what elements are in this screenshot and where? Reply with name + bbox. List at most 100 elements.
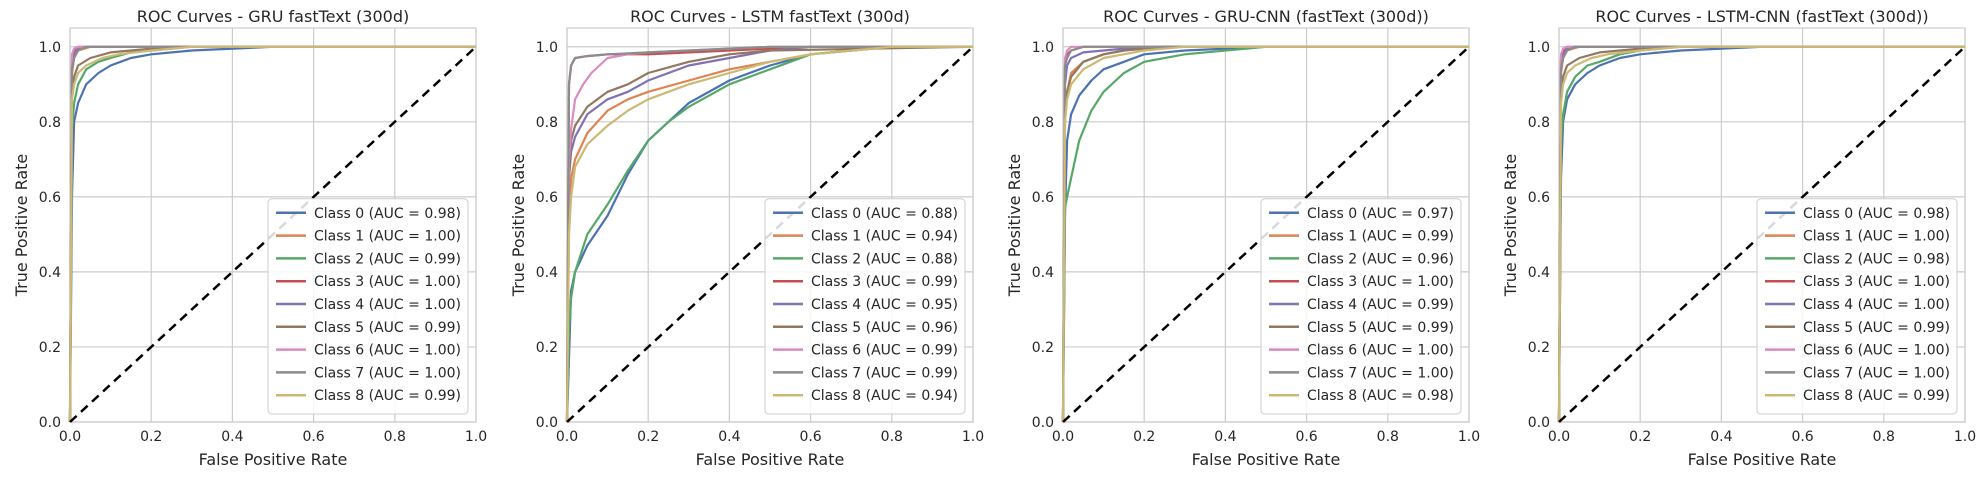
legend-label-class-5: Class 5 (AUC = 0.99) [314, 320, 461, 336]
y-tick-label: 1.0 [1032, 40, 1054, 56]
x-tick-label: 0.2 [1133, 429, 1155, 445]
legend-label-class-5: Class 5 (AUC = 0.96) [811, 320, 958, 336]
y-tick-label: 0.6 [39, 190, 61, 206]
legend: Class 0 (AUC = 0.88) Class 1 (AUC = 0.94)… [764, 198, 966, 415]
legend-label-class-7: Class 7 (AUC = 0.99) [811, 365, 958, 381]
y-tick-label: 0.0 [1528, 415, 1550, 431]
x-tick-label: 0.2 [140, 429, 162, 445]
y-tick-label: 1.0 [536, 40, 558, 56]
legend-label-class-6: Class 6 (AUC = 0.99) [811, 343, 958, 359]
y-tick-label: 0.0 [39, 415, 61, 431]
x-tick-label: 0.0 [1548, 429, 1570, 445]
legend-label-class-4: Class 4 (AUC = 0.95) [811, 297, 958, 313]
roc-curve-class-8 [1061, 45, 1469, 423]
x-tick-label: 0.8 [384, 429, 406, 445]
roc-curve-class-8 [1557, 45, 1965, 423]
y-tick-label: 0.8 [1032, 115, 1054, 131]
legend-box [1260, 198, 1462, 415]
legend-label-class-7: Class 7 (AUC = 1.00) [314, 365, 461, 381]
legend-label-class-6: Class 6 (AUC = 1.00) [1307, 343, 1454, 359]
x-axis-label: False Positive Rate [199, 450, 348, 469]
legend: Class 0 (AUC = 0.97) Class 1 (AUC = 0.99)… [1260, 198, 1462, 415]
legend-label-class-3: Class 3 (AUC = 1.00) [1307, 274, 1454, 290]
chart-panel-3: 0.0 0.2 0.4 0.6 0.8 1.0 0.0 0.2 0.4 0.6 0.8 1.0 Fals… [1501, 7, 1976, 469]
x-tick-label: 1.0 [962, 429, 984, 445]
legend-label-class-7: Class 7 (AUC = 1.00) [1803, 365, 1950, 381]
legend-label-class-8: Class 8 (AUC = 0.99) [1803, 388, 1950, 404]
x-tick-label: 1.0 [1458, 429, 1480, 445]
x-tick-label: 0.4 [1710, 429, 1732, 445]
y-tick-label: 0.2 [39, 340, 61, 356]
y-tick-label: 1.0 [1528, 40, 1550, 56]
y-tick-label: 0.4 [1032, 265, 1054, 281]
x-tick-label: 0.0 [556, 429, 578, 445]
legend-box [764, 198, 966, 415]
chart-title: ROC Curves - LSTM-CNN (fastText (300d)) [1595, 7, 1928, 26]
y-tick-label: 0.0 [536, 415, 558, 431]
roc-curve-class-8 [68, 45, 476, 423]
legend-label-class-5: Class 5 (AUC = 0.99) [1803, 320, 1950, 336]
roc-curve-class-2 [1061, 45, 1469, 423]
roc-curve-class-8 [565, 45, 973, 423]
legend-label-class-5: Class 5 (AUC = 0.99) [1307, 320, 1454, 336]
y-tick-label: 0.6 [1032, 190, 1054, 206]
roc-curve-class-7 [565, 45, 973, 423]
y-tick-label: 0.4 [536, 265, 558, 281]
y-tick-label: 0.6 [536, 190, 558, 206]
x-tick-label: 0.6 [302, 429, 324, 445]
x-tick-label: 0.4 [1214, 429, 1236, 445]
y-tick-label: 0.2 [536, 340, 558, 356]
y-tick-label: 0.8 [536, 115, 558, 131]
legend-label-class-4: Class 4 (AUC = 1.00) [1803, 297, 1950, 313]
legend-label-class-1: Class 1 (AUC = 1.00) [314, 229, 461, 245]
legend-label-class-1: Class 1 (AUC = 0.99) [1307, 229, 1454, 245]
x-tick-label: 0.2 [637, 429, 659, 445]
roc-curve-class-0 [1061, 45, 1469, 423]
x-tick-label: 0.2 [1629, 429, 1651, 445]
roc-curve-class-0 [68, 45, 476, 423]
legend: Class 0 (AUC = 0.98) Class 1 (AUC = 1.00)… [267, 198, 469, 415]
y-axis-label: True Positive Rate [1005, 154, 1024, 298]
chart-panel-2: 0.0 0.2 0.4 0.6 0.8 1.0 0.0 0.2 0.4 0.6 0.8 1.0 Fals… [1005, 7, 1480, 469]
legend-label-class-8: Class 8 (AUC = 0.99) [314, 388, 461, 404]
x-axis-label: False Positive Rate [696, 450, 845, 469]
x-tick-label: 0.8 [1377, 429, 1399, 445]
y-axis-label: True Positive Rate [12, 154, 31, 298]
y-tick-label: 0.8 [39, 115, 61, 131]
y-tick-label: 0.2 [1032, 340, 1054, 356]
legend-label-class-0: Class 0 (AUC = 0.98) [314, 206, 461, 222]
legend-label-class-4: Class 4 (AUC = 0.99) [1307, 297, 1454, 313]
x-tick-label: 0.0 [1052, 429, 1074, 445]
legend-label-class-3: Class 3 (AUC = 1.00) [314, 274, 461, 290]
curves-group [68, 45, 477, 423]
x-tick-label: 0.0 [59, 429, 81, 445]
x-axis-label: False Positive Rate [1192, 450, 1341, 469]
x-tick-label: 0.6 [1791, 429, 1813, 445]
legend-label-class-4: Class 4 (AUC = 1.00) [314, 297, 461, 313]
legend-label-class-8: Class 8 (AUC = 0.94) [811, 388, 958, 404]
x-tick-label: 1.0 [1954, 429, 1976, 445]
y-axis-label: True Positive Rate [509, 154, 528, 298]
chart-panel-1: 0.0 0.2 0.4 0.6 0.8 1.0 0.0 0.2 0.4 0.6 0.8 1.0 Fals… [509, 7, 984, 469]
y-tick-label: 1.0 [39, 40, 61, 56]
x-tick-label: 0.6 [799, 429, 821, 445]
x-tick-label: 0.8 [1873, 429, 1895, 445]
legend-label-class-0: Class 0 (AUC = 0.98) [1803, 206, 1950, 222]
legend-label-class-6: Class 6 (AUC = 1.00) [1803, 343, 1950, 359]
legend-box [1756, 198, 1958, 415]
x-axis-label: False Positive Rate [1688, 450, 1837, 469]
legend: Class 0 (AUC = 0.98) Class 1 (AUC = 1.00)… [1756, 198, 1958, 415]
y-tick-label: 0.8 [1528, 115, 1550, 131]
y-axis-label: True Positive Rate [1501, 154, 1520, 298]
legend-label-class-7: Class 7 (AUC = 1.00) [1307, 365, 1454, 381]
x-tick-label: 0.4 [221, 429, 243, 445]
curves-group [1061, 45, 1470, 423]
curves-group [1557, 45, 1966, 423]
chart-title: ROC Curves - LSTM fastText (300d) [630, 7, 910, 26]
legend-label-class-3: Class 3 (AUC = 0.99) [811, 274, 958, 290]
chart-title: ROC Curves - GRU fastText (300d) [137, 7, 409, 26]
legend-label-class-1: Class 1 (AUC = 1.00) [1803, 229, 1950, 245]
legend-label-class-3: Class 3 (AUC = 1.00) [1803, 274, 1950, 290]
legend-box [267, 198, 469, 415]
